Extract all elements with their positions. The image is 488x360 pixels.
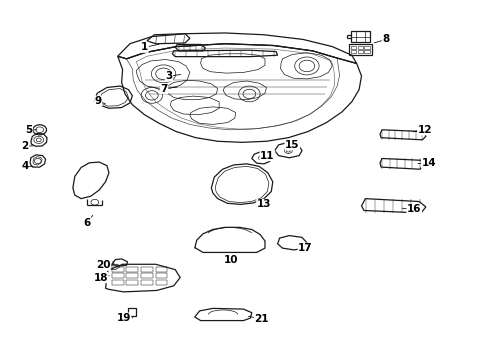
Bar [141,280,153,285]
Text: 4: 4 [21,161,29,171]
Text: 15: 15 [285,140,299,150]
Bar [126,273,138,278]
Text: 20: 20 [96,260,110,270]
Bar [156,267,167,272]
Text: 17: 17 [298,243,312,253]
Text: 1: 1 [141,42,148,52]
Text: 2: 2 [21,141,29,151]
Bar [141,267,153,272]
Bar [350,46,355,49]
Bar [156,280,167,285]
Bar [141,273,153,278]
Text: 3: 3 [165,71,172,81]
Bar [364,46,369,49]
Text: 6: 6 [84,218,91,228]
Bar [357,50,362,53]
Bar [357,46,362,49]
Bar [112,267,123,272]
Text: 16: 16 [406,204,421,215]
Text: 8: 8 [382,35,389,44]
Bar [112,280,123,285]
Text: 9: 9 [95,96,102,106]
Text: 19: 19 [116,313,130,323]
Bar [364,50,369,53]
Bar [350,50,355,53]
Bar [128,309,136,316]
Text: 14: 14 [421,158,435,168]
Text: 10: 10 [223,255,238,265]
Text: 11: 11 [260,150,274,161]
Text: 13: 13 [256,199,271,210]
Bar [112,273,123,278]
Text: 7: 7 [160,84,167,94]
Text: 21: 21 [254,314,268,324]
Bar [156,273,167,278]
Bar [126,280,138,285]
Bar [126,267,138,272]
Text: 18: 18 [93,273,108,283]
Text: 5: 5 [25,125,33,135]
Text: 12: 12 [417,125,431,135]
